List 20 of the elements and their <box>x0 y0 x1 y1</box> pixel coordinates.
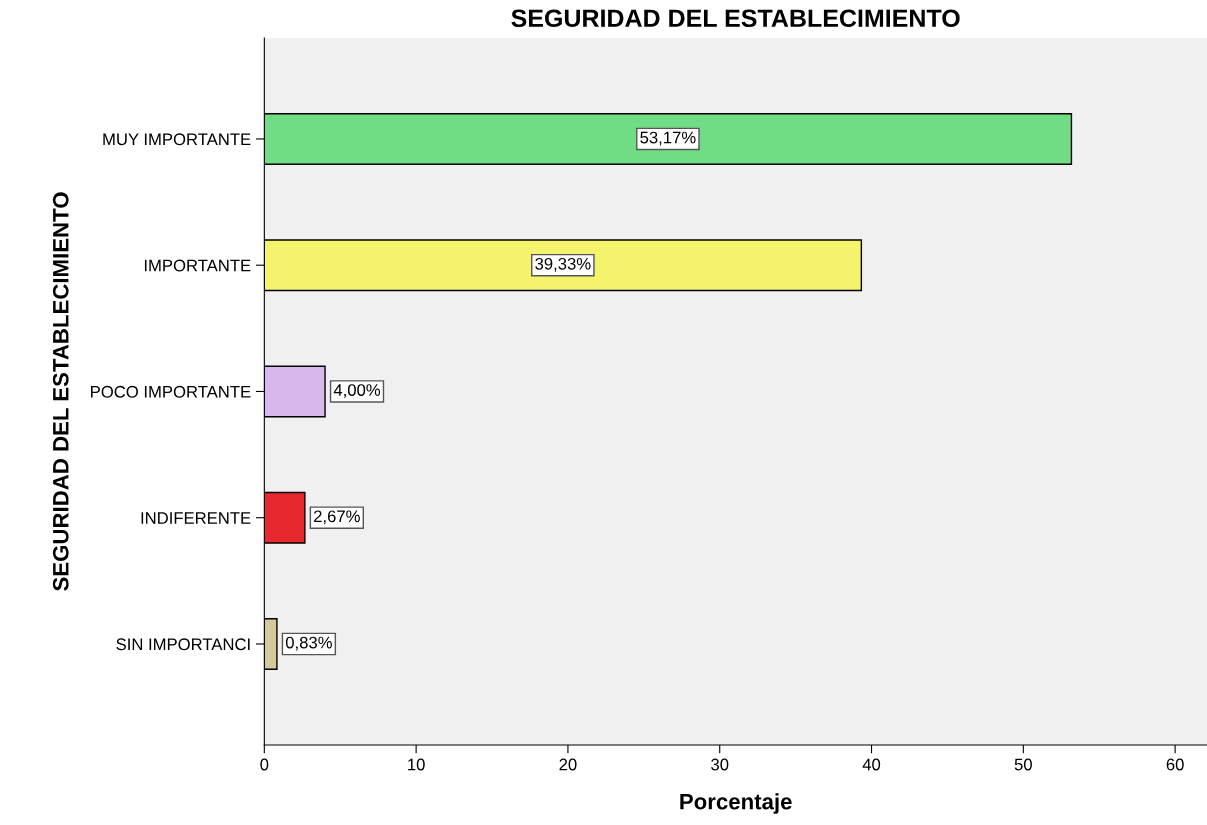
x-tick-label: 0 <box>260 758 269 771</box>
x-tick-label: 50 <box>1014 758 1032 771</box>
x-tick-label: 40 <box>862 758 881 771</box>
data-label: 2,67% <box>314 510 360 525</box>
y-tick-label: INDIFERENTE <box>141 512 251 524</box>
y-tick-label: IMPORTANTE <box>144 259 251 272</box>
data-label: 0,83% <box>285 636 332 651</box>
data-label: 53,17% <box>640 131 696 146</box>
x-tick-label: 10 <box>408 758 425 771</box>
x-tick-label: 20 <box>559 758 577 771</box>
x-tick-label: 30 <box>711 758 729 771</box>
chart-title: SEGURIDAD DEL ESTABLECIMIENTO <box>511 9 960 28</box>
data-label: 4,00% <box>333 384 381 398</box>
y-tick-label: MUY IMPORTANTE <box>103 133 251 146</box>
y-tick-label: SIN IMPORTANCI <box>116 638 250 651</box>
x-tick-label: 60 <box>1166 758 1184 771</box>
y-axis-title: SEGURIDAD DEL ESTABLECIMIENTO <box>52 192 69 591</box>
x-axis-title: Porcentaje <box>680 793 792 814</box>
data-label: 39,33% <box>535 257 591 272</box>
y-tick-label: POCO IMPORTANTE <box>91 385 251 398</box>
